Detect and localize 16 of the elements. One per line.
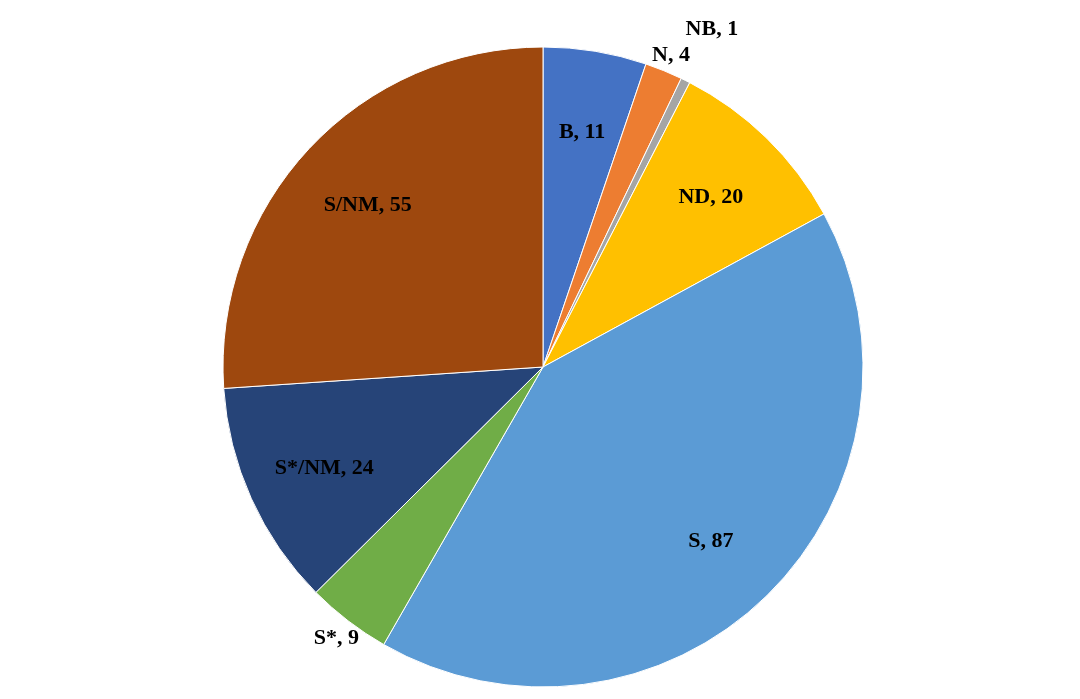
slice-label: S* xyxy=(313,623,337,649)
data-label: , 87 xyxy=(700,526,734,552)
slice-label: S xyxy=(688,526,701,552)
data-label: , 55 xyxy=(378,190,412,216)
data-label: , 4 xyxy=(668,40,690,66)
data-label: , 24 xyxy=(340,453,374,479)
slice-label: S*/NM xyxy=(274,453,342,479)
slice-label: NB xyxy=(685,14,717,40)
data-label: , 9 xyxy=(336,623,359,649)
slice-label: S/NM xyxy=(323,190,379,216)
slice-label: N xyxy=(652,40,669,66)
data-label: , 11 xyxy=(573,117,606,143)
slice-label: ND xyxy=(678,182,711,208)
data-label: , 1 xyxy=(716,14,739,40)
data-label: , 20 xyxy=(710,182,744,208)
slice-label: B xyxy=(558,117,574,143)
